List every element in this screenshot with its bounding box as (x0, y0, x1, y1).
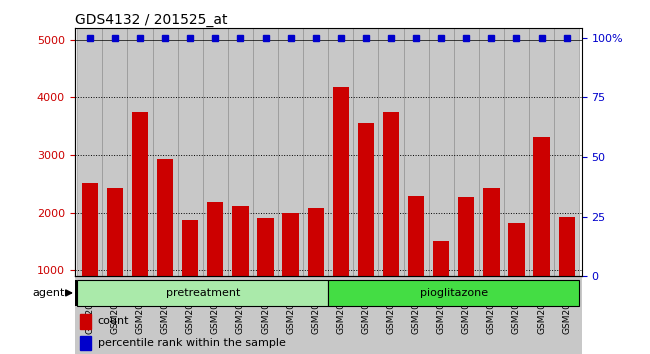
Bar (404, 28, 428, 276)
Bar (358, 124, 374, 328)
Bar (454, 28, 479, 276)
Bar (127, 28, 153, 276)
Bar (307, 208, 324, 328)
Bar (153, 28, 177, 276)
Bar (107, 188, 123, 328)
Text: pretreatment: pretreatment (166, 288, 240, 298)
Bar (102, 28, 127, 276)
Bar (77, 28, 102, 276)
Text: GDS4132 / 201525_at: GDS4132 / 201525_at (75, 13, 228, 27)
Bar (483, 188, 500, 328)
Bar (207, 202, 224, 328)
Bar (508, 223, 525, 328)
Bar (378, 28, 404, 276)
Bar (303, 28, 328, 276)
Bar (534, 137, 550, 328)
Bar (177, 28, 203, 276)
Bar (253, 28, 278, 276)
Bar (80, 336, 91, 350)
Bar (458, 196, 474, 328)
Bar (132, 113, 148, 328)
Bar (529, 28, 554, 276)
Bar (80, 314, 91, 329)
Bar (433, 241, 449, 328)
Bar (228, 28, 253, 276)
Text: pioglitazone: pioglitazone (420, 288, 488, 298)
Bar (328, 28, 354, 276)
Bar (408, 196, 424, 328)
Bar (157, 159, 174, 328)
Bar (354, 28, 378, 276)
Bar (278, 28, 303, 276)
Text: agent: agent (32, 288, 65, 298)
Bar (558, 217, 575, 328)
Bar (75, 280, 77, 306)
Bar (554, 28, 579, 276)
Bar (383, 113, 399, 328)
Bar (77, 280, 328, 306)
Bar (75, 276, 582, 354)
Bar (504, 28, 529, 276)
Bar (232, 206, 248, 328)
Bar (182, 219, 198, 328)
Bar (82, 183, 98, 328)
Bar (283, 213, 299, 328)
Bar (428, 28, 454, 276)
Bar (333, 87, 349, 328)
Bar (203, 28, 228, 276)
Text: percentile rank within the sample: percentile rank within the sample (98, 338, 285, 348)
Bar (328, 280, 579, 306)
Text: count: count (98, 316, 129, 326)
Bar (257, 218, 274, 328)
Bar (479, 28, 504, 276)
